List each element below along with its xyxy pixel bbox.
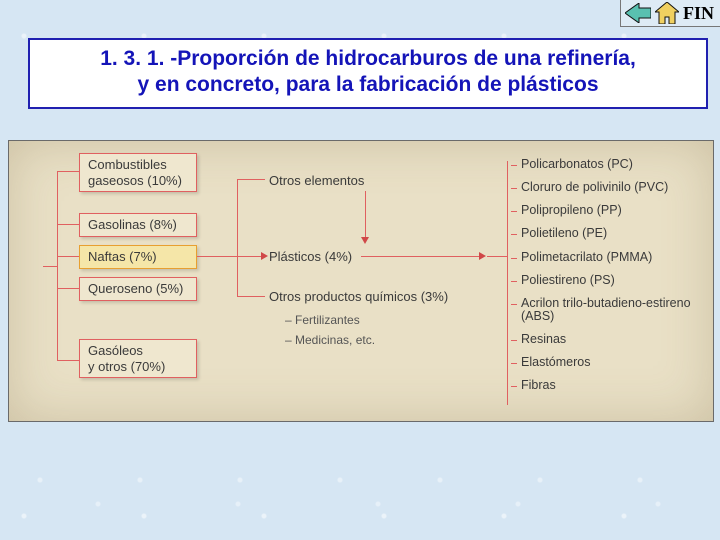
product-item: Fibras [511,374,699,397]
back-icon[interactable] [625,3,651,23]
connector [43,266,57,267]
product-item: Poliestireno (PS) [511,269,699,292]
connector [507,161,508,405]
connector [57,288,79,289]
slide-title: 1. 3. 1. -Proporción de hidrocarburos de… [28,38,708,109]
box-combustibles: Combustibles gaseosos (10%) [79,153,197,192]
product-item: Polimetacrilato (PMMA) [511,246,699,269]
product-item: Acrilon trilo-butadieno-estireno (ABS) [511,292,699,328]
home-icon[interactable] [655,2,679,24]
source-vertical-label: Petróleo o crudo [21,231,41,331]
connector [237,296,265,297]
box-queroseno: Queroseno (5%) [79,277,197,301]
title-line2: y en concreto, para la fabricación de pl… [36,72,700,98]
top-nav: FIN [620,0,720,27]
fin-label[interactable]: FIN [683,3,714,24]
connector [57,224,79,225]
connector [237,179,238,297]
connector [365,191,366,239]
connector [57,171,79,172]
label-otros-quimicos: Otros productos químicos (3%) [269,289,448,304]
box-gasoleos: Gasóleos y otros (70%) [79,339,197,378]
connector [57,360,79,361]
arrow-down-icon [361,237,369,244]
arrow-icon [479,252,486,260]
product-list: Policarbonatos (PC) Cloruro de polivinil… [511,153,699,397]
connector [237,179,265,180]
connector [197,256,237,257]
box-naftas: Naftas (7%) [79,245,197,269]
box-gasolinas: Gasolinas (8%) [79,213,197,237]
product-item: Resinas [511,328,699,351]
product-item: Policarbonatos (PC) [511,153,699,176]
arrow-icon [261,252,268,260]
product-item: Polipropileno (PP) [511,199,699,222]
product-item: Polietileno (PE) [511,222,699,245]
label-fertilizantes: – Fertilizantes [285,313,360,327]
label-plasticos: Plásticos (4%) [269,249,352,264]
product-item: Elastómeros [511,351,699,374]
diagram-figure: Petróleo o crudo Combustibles gaseosos (… [8,140,714,422]
title-line1: 1. 3. 1. -Proporción de hidrocarburos de… [36,46,700,72]
connector [57,256,79,257]
connector [57,171,58,361]
product-item: Cloruro de polivinilo (PVC) [511,176,699,199]
label-medicinas: – Medicinas, etc. [285,333,375,347]
label-otros-elementos: Otros elementos [269,173,364,188]
connector [487,256,507,257]
connector [361,256,481,257]
